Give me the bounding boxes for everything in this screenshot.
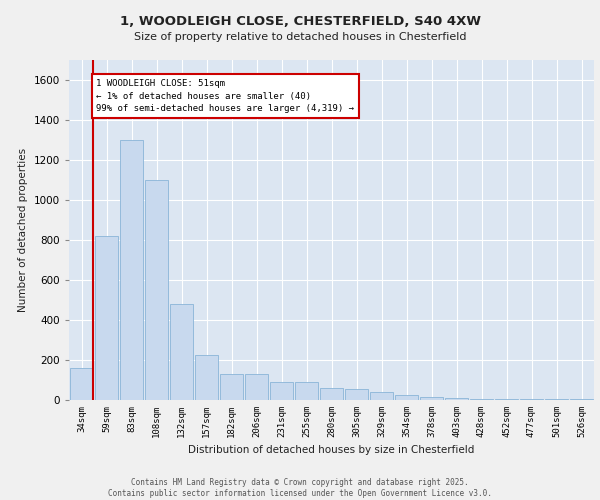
Bar	[170, 304, 193, 400]
Bar	[344, 389, 368, 400]
Bar	[569, 399, 593, 400]
Bar	[470, 399, 493, 400]
Bar	[145, 180, 169, 400]
Bar	[445, 398, 469, 400]
Text: Size of property relative to detached houses in Chesterfield: Size of property relative to detached ho…	[134, 32, 466, 42]
Text: 1 WOODLEIGH CLOSE: 51sqm
← 1% of detached houses are smaller (40)
99% of semi-de: 1 WOODLEIGH CLOSE: 51sqm ← 1% of detache…	[96, 79, 354, 113]
Bar	[194, 355, 218, 400]
Bar	[220, 374, 244, 400]
Bar	[119, 140, 143, 400]
Bar	[545, 399, 568, 400]
Text: 1, WOODLEIGH CLOSE, CHESTERFIELD, S40 4XW: 1, WOODLEIGH CLOSE, CHESTERFIELD, S40 4X…	[119, 15, 481, 28]
Bar	[95, 236, 118, 400]
Bar	[320, 388, 343, 400]
X-axis label: Distribution of detached houses by size in Chesterfield: Distribution of detached houses by size …	[188, 446, 475, 456]
Bar	[520, 399, 544, 400]
Bar	[419, 397, 443, 400]
Bar	[269, 382, 293, 400]
Y-axis label: Number of detached properties: Number of detached properties	[18, 148, 28, 312]
Text: Contains HM Land Registry data © Crown copyright and database right 2025.
Contai: Contains HM Land Registry data © Crown c…	[108, 478, 492, 498]
Bar	[70, 368, 94, 400]
Bar	[245, 374, 268, 400]
Bar	[295, 382, 319, 400]
Bar	[370, 392, 394, 400]
Bar	[494, 399, 518, 400]
Bar	[395, 395, 418, 400]
